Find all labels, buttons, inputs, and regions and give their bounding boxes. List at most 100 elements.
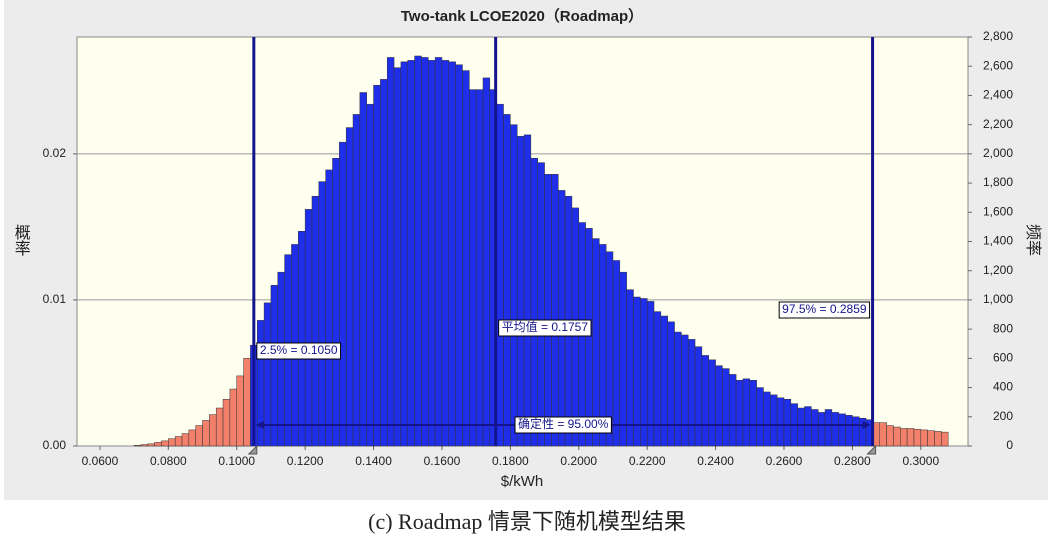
bar: [811, 409, 819, 447]
bar: [421, 57, 429, 447]
bar: [229, 388, 237, 447]
bar: [462, 70, 470, 447]
chart-title: Two-tank LCOE2020（Roadmap）: [401, 7, 643, 25]
y-tick-label: 200: [993, 409, 1013, 423]
bar: [523, 134, 532, 447]
y-tick-label: 2,600: [983, 58, 1013, 72]
bar: [215, 407, 224, 447]
bar: [681, 334, 689, 447]
marker-label-box: [498, 319, 592, 337]
bar: [414, 55, 422, 447]
bar: [599, 244, 607, 447]
x-axis-label: $/kWh: [501, 473, 544, 490]
y-tick-label: 1,200: [983, 263, 1013, 277]
marker-label-box: [256, 342, 342, 360]
bar: [325, 169, 333, 447]
y-tick-label: 800: [993, 321, 1013, 335]
x-tick-label: 0.0600: [82, 454, 119, 468]
bar: [270, 285, 279, 447]
bar: [407, 60, 415, 447]
y-axis-label: 频率: [1024, 224, 1042, 256]
bar: [797, 407, 805, 447]
bar: [161, 440, 169, 447]
bar: [551, 174, 559, 447]
bar: [544, 174, 552, 447]
bar: [537, 162, 545, 447]
bar: [345, 127, 354, 447]
bar: [722, 368, 730, 447]
y-tick-label: 1,600: [983, 204, 1013, 218]
bar: [496, 103, 504, 447]
x-tick-label: 0.2200: [629, 454, 666, 468]
x-tick-label: 0.1400: [355, 454, 392, 468]
bar: [441, 60, 450, 447]
marker-label: 平均值 = 0.1757: [502, 319, 589, 334]
bar: [475, 89, 484, 447]
bar: [386, 57, 395, 447]
y-tick-label: 2,200: [983, 117, 1013, 131]
bar: [927, 430, 935, 447]
bar: [332, 157, 340, 447]
bar: [311, 195, 320, 447]
bar: [941, 431, 949, 447]
bar: [380, 79, 388, 447]
bar: [742, 378, 751, 447]
bar: [469, 89, 477, 447]
bar: [373, 84, 381, 447]
bar: [831, 412, 839, 447]
bar: [674, 331, 682, 447]
bar: [906, 428, 915, 447]
bar: [900, 428, 908, 447]
bar: [708, 359, 716, 447]
y-tick-label: 600: [993, 351, 1013, 365]
y-tick-label: 1,000: [983, 292, 1013, 306]
bar: [243, 358, 251, 447]
x-tick-label: 0.1200: [287, 454, 324, 468]
y-tick-label: 1,400: [983, 234, 1013, 248]
bar: [482, 77, 491, 447]
bar: [612, 260, 621, 447]
bar: [619, 271, 627, 447]
bar: [318, 181, 326, 447]
grab-handle: [247, 444, 258, 455]
y2-axis-label: 概率: [12, 224, 31, 256]
bar: [749, 380, 757, 447]
bar: [838, 413, 846, 447]
bar: [147, 443, 155, 447]
marker-label: 2.5% = 0.1050: [260, 343, 338, 357]
bar: [735, 380, 744, 447]
y-tick-label: 2,000: [983, 146, 1013, 160]
bar: [626, 289, 634, 447]
bar: [633, 296, 641, 447]
bar: [557, 190, 566, 447]
bar: [400, 61, 408, 447]
bar: [304, 209, 313, 447]
x-tick-label: 0.1800: [492, 454, 529, 468]
bar: [188, 429, 196, 447]
y-tick-label: 2,800: [983, 29, 1013, 43]
y2-tick-label: 0.00: [43, 438, 67, 452]
bar: [352, 114, 361, 447]
bar: [140, 444, 149, 447]
x-tick-label: 0.1600: [424, 454, 461, 468]
bar: [393, 67, 402, 447]
x-tick-label: 0.2600: [766, 454, 803, 468]
bar: [770, 394, 778, 447]
bar: [133, 445, 142, 447]
bar: [660, 315, 668, 447]
bar: [168, 438, 176, 447]
x-tick-label: 0.0800: [150, 454, 187, 468]
bar: [585, 228, 593, 447]
bar: [687, 339, 696, 447]
bar: [763, 391, 771, 447]
y-tick-label: 0: [1006, 438, 1013, 452]
y2-tick-label: 0.01: [43, 292, 67, 306]
bar: [174, 436, 183, 447]
bar: [455, 64, 463, 447]
x-tick-label: 0.3000: [902, 454, 939, 468]
bar: [694, 346, 703, 447]
grab-handle: [866, 444, 877, 455]
y2-tick-label: 0.02: [43, 146, 67, 160]
bar: [804, 406, 812, 447]
marker-label-box: [778, 301, 871, 319]
